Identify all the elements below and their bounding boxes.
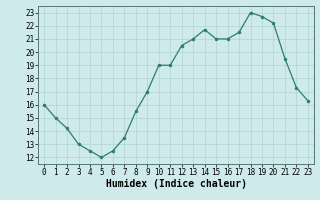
X-axis label: Humidex (Indice chaleur): Humidex (Indice chaleur)	[106, 179, 246, 189]
